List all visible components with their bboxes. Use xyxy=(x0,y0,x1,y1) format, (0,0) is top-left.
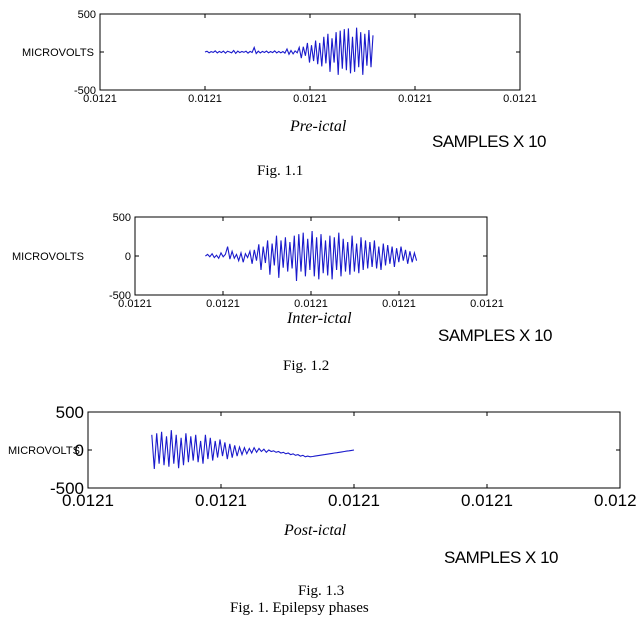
x-tick-label: 0.0121 xyxy=(62,491,114,510)
x-tick-label: 0.0121 xyxy=(118,298,152,310)
y-axis-label: MICROVOLTS xyxy=(12,251,84,263)
phase-label-pre-ictal: Pre-ictal xyxy=(290,118,347,135)
x-tick-label: 0.0121 xyxy=(461,491,513,510)
x-tick-label: 0.0121 xyxy=(328,491,380,510)
chart-pre-ictal: 500 -500 MICROVOLTS 0.0121 0.0121 0.0121 0.012… xyxy=(22,9,537,105)
chart-post-ictal: 500 0 -500 MICROVOLTS 0.0121 0.0121 0.0121 0.01… xyxy=(8,403,636,510)
x-tick-label: 0.0121 xyxy=(188,93,222,105)
x-tick-label: 0.0121 xyxy=(594,491,636,510)
y-tick-label: 500 xyxy=(56,403,84,422)
phase-label-post-ictal: Post-ictal xyxy=(284,522,347,539)
y-tick-label: -500 xyxy=(74,85,96,97)
y-axis-label: MICROVOLTS xyxy=(8,445,80,457)
eeg-signal-line xyxy=(204,27,374,75)
fig-label-1-1: Fig. 1.1 xyxy=(257,163,304,179)
x-tick-label: 0.0121 xyxy=(83,93,117,105)
x-tick-label: 0.0121 xyxy=(382,298,416,310)
x-tick-label: 0.0121 xyxy=(195,491,247,510)
y-tick-label: 0 xyxy=(125,251,131,263)
y-tick-label: 0 xyxy=(75,441,84,460)
x-tick-label: 0.0121 xyxy=(398,93,432,105)
fig-label-1-2: Fig. 1.2 xyxy=(283,358,330,374)
y-tick-label: 500 xyxy=(113,212,131,224)
y-tick-label: -500 xyxy=(50,479,84,498)
x-tick-label: 0.0121 xyxy=(206,298,240,310)
fig-label-1-3: Fig. 1.3 xyxy=(298,583,345,599)
x-tick-label: 0.0121 xyxy=(470,298,504,310)
xlabel-pre-ictal: SAMPLES X 10 xyxy=(432,132,547,151)
chart-inter-ictal: 500 0 -500 MICROVOLTS 0.0121 0.0121 0.0121 0.01… xyxy=(12,212,504,310)
x-tick-label: 0.0121 xyxy=(294,298,328,310)
y-tick-label: -500 xyxy=(109,290,131,302)
eeg-signal-line xyxy=(151,430,355,470)
xlabel-post-ictal: SAMPLES X 10 xyxy=(444,548,559,567)
eeg-signal-line xyxy=(205,230,418,282)
x-tick-label: 0.0121 xyxy=(503,93,537,105)
x-tick-label: 0.0121 xyxy=(293,93,327,105)
figure-caption: Fig. 1. Epilepsy phases xyxy=(230,600,369,616)
xlabel-inter-ictal: SAMPLES X 10 xyxy=(438,326,553,345)
plot-frame xyxy=(99,13,521,91)
y-tick-label: 500 xyxy=(78,9,96,21)
phase-label-inter-ictal: Inter-ictal xyxy=(287,310,352,327)
y-axis-label: MICROVOLTS xyxy=(22,47,94,59)
